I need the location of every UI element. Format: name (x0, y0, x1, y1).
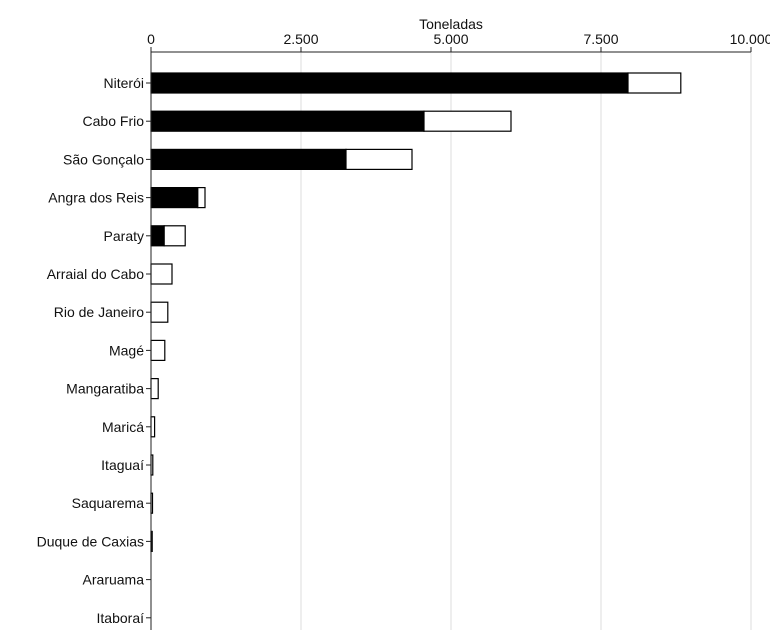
x-tick-label: 7.500 (583, 31, 618, 47)
gridlines (300, 52, 752, 630)
bars (150, 72, 682, 553)
x-tick-label: 0 (147, 31, 155, 47)
bar-segment-series-1 (150, 187, 199, 209)
category-label: Saquarema (72, 495, 145, 511)
x-tick-label: 10.000 (730, 31, 770, 47)
bar-segment-series-2 (423, 110, 512, 132)
bar-segment-series-1 (150, 148, 347, 170)
bar-segment-series-1 (150, 72, 629, 94)
category-label: Magé (109, 342, 144, 358)
x-tick-label: 2.500 (283, 31, 318, 47)
x-tick-label: 5.000 (433, 31, 468, 47)
category-label: Araruama (83, 572, 145, 588)
category-label: Niterói (104, 75, 144, 91)
bar-segment-series-2 (150, 378, 159, 400)
category-label: Angra dos Reis (48, 190, 144, 206)
axes (146, 47, 752, 630)
labels: 0 2.500 5.000 7.500 10.000 Niterói Cabo Frio Sã… (37, 31, 770, 626)
category-label: Itaguaí (101, 457, 144, 473)
category-label: Duque de Caxias (37, 533, 144, 549)
bar-segment-series-1 (150, 225, 165, 247)
category-label: Mangaratiba (66, 381, 144, 397)
bar-segment-series-2 (150, 416, 156, 438)
category-label: Maricá (102, 419, 144, 435)
bar-segment-series-2 (345, 148, 413, 170)
bar-segment-series-1 (150, 110, 425, 132)
category-label: Arraial do Cabo (47, 266, 144, 282)
bar-segment-series-2 (150, 263, 173, 285)
x-axis-title: Toneladas (419, 16, 483, 32)
category-label: Paraty (104, 228, 144, 244)
bar-segment-series-2 (150, 301, 169, 323)
category-label: Cabo Frio (83, 113, 145, 129)
bar-segment-series-2 (627, 72, 682, 94)
category-label: Rio de Janeiro (54, 304, 144, 320)
bar-segment-series-2 (150, 339, 166, 361)
bar-segment-series-2 (163, 225, 186, 247)
category-label: Itaboraí (97, 610, 145, 626)
bar-segment-series-2 (197, 187, 206, 209)
category-label: São Gonçalo (63, 151, 144, 167)
